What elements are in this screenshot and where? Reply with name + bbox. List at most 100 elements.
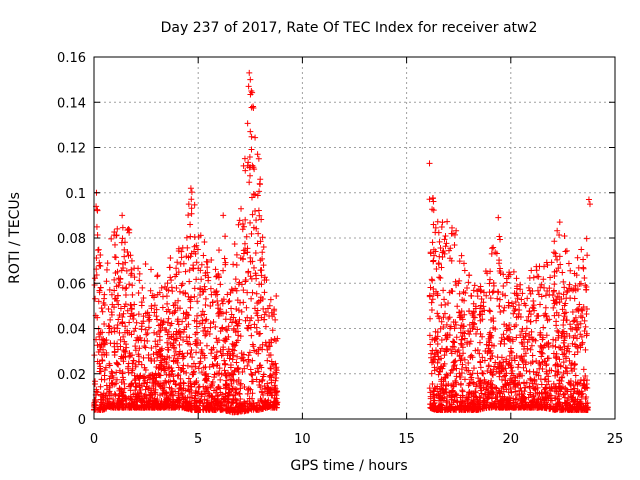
data-point (245, 325, 252, 332)
data-point (250, 378, 257, 385)
data-point (438, 404, 445, 411)
data-point (506, 321, 513, 328)
data-point (435, 261, 442, 268)
data-point (202, 302, 209, 309)
data-point (468, 292, 475, 299)
data-point (470, 392, 477, 399)
data-point (148, 358, 155, 365)
data-point (94, 342, 101, 349)
data-point (191, 293, 198, 300)
data-point (503, 401, 510, 408)
data-point (201, 311, 208, 318)
data-point (201, 283, 208, 290)
data-point (224, 291, 231, 298)
data-point (460, 350, 467, 357)
data-point (574, 326, 581, 333)
data-point (455, 347, 462, 354)
data-point (119, 313, 126, 320)
data-point (247, 219, 254, 226)
data-point (237, 396, 244, 403)
data-point (187, 221, 194, 228)
data-point (136, 389, 143, 396)
data-point (500, 331, 507, 338)
data-point (451, 397, 458, 404)
data-point (132, 325, 139, 332)
data-point (148, 305, 155, 312)
y-axis-label: ROTI / TECUs (7, 192, 23, 284)
data-point (163, 293, 170, 300)
data-point (481, 376, 488, 383)
data-point (563, 289, 570, 296)
data-point (442, 382, 449, 389)
data-point (126, 281, 133, 288)
data-point (434, 388, 441, 395)
data-point (115, 301, 122, 308)
data-point (476, 397, 483, 404)
data-point (474, 326, 481, 333)
data-point (121, 246, 128, 253)
data-point (220, 344, 227, 351)
data-point (191, 317, 198, 324)
data-point (231, 241, 238, 248)
chart-title: Day 237 of 2017, Rate Of TEC Index for r… (161, 20, 538, 36)
data-point (249, 390, 256, 397)
data-point (136, 277, 143, 284)
data-point (123, 344, 130, 351)
data-point (523, 367, 530, 374)
data-point (528, 267, 535, 274)
data-point (469, 370, 476, 377)
data-point (126, 319, 133, 326)
data-point (517, 354, 524, 361)
data-point (481, 357, 488, 364)
data-point (556, 393, 563, 400)
data-point (228, 311, 235, 318)
data-point (490, 366, 497, 373)
data-point (268, 358, 275, 365)
data-point (111, 324, 118, 331)
data-point (235, 307, 242, 314)
data-point (170, 331, 177, 338)
data-point (228, 400, 235, 407)
data-point (496, 267, 503, 274)
data-point (199, 350, 206, 357)
x-axis-label: GPS time / hours (290, 458, 407, 474)
data-point (193, 323, 200, 330)
data-point (447, 325, 454, 332)
data-point (542, 384, 549, 391)
x-tick-label: 5 (194, 432, 202, 447)
data-point (454, 303, 461, 310)
data-point (437, 245, 444, 252)
data-point (431, 351, 438, 358)
data-point (258, 216, 265, 223)
data-point (537, 284, 544, 291)
data-point (512, 382, 519, 389)
data-point (527, 375, 534, 382)
y-tick-label: 0 (78, 413, 86, 428)
data-point (229, 371, 236, 378)
data-point (492, 404, 499, 411)
data-point (481, 391, 488, 398)
data-point (566, 348, 573, 355)
data-point (438, 223, 445, 230)
data-point (488, 377, 495, 384)
data-point (212, 323, 219, 330)
data-point (261, 289, 268, 296)
data-point (183, 333, 190, 340)
data-point (447, 392, 454, 399)
data-point (549, 342, 556, 349)
data-point (561, 337, 568, 344)
data-point (196, 383, 203, 390)
data-point (525, 313, 532, 320)
data-point (261, 277, 268, 284)
x-tick-label: 20 (503, 432, 520, 447)
data-point (175, 297, 182, 304)
data-point (498, 338, 505, 345)
data-point (267, 365, 274, 372)
data-point (144, 399, 151, 406)
data-point (490, 244, 497, 251)
data-point (141, 337, 148, 344)
data-point (203, 378, 210, 385)
data-point (245, 358, 252, 365)
data-point (527, 376, 534, 383)
data-point (179, 318, 186, 325)
